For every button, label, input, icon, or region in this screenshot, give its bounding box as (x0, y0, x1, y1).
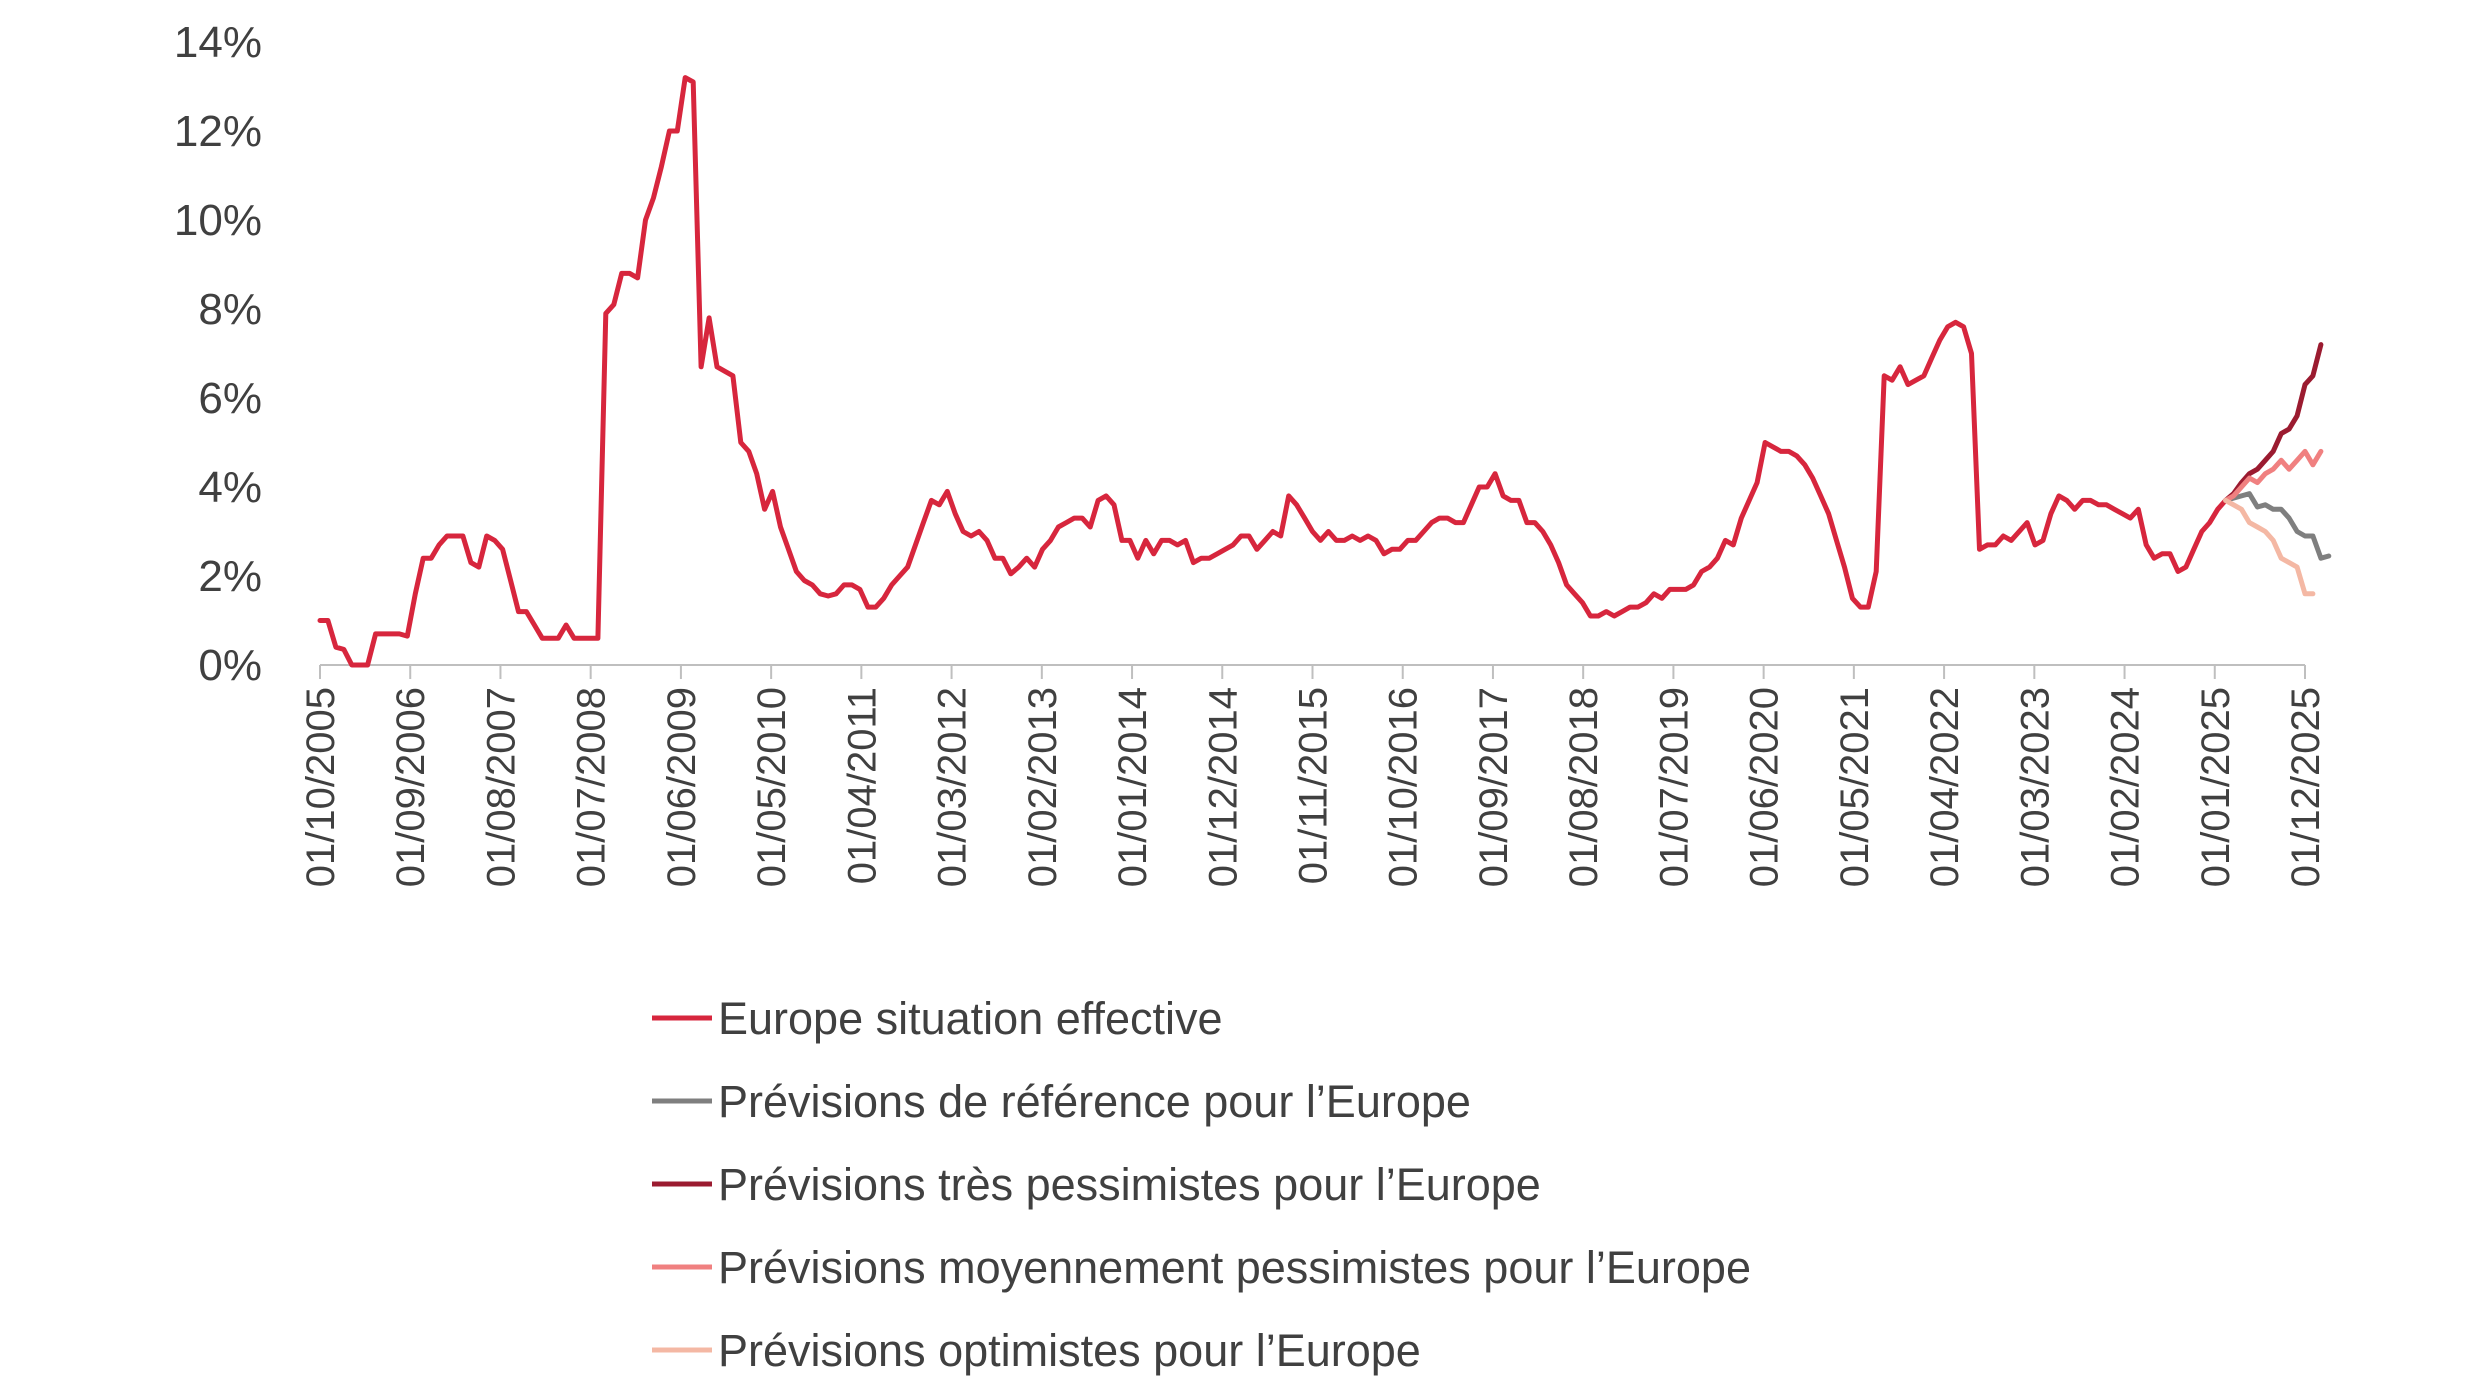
series-line-3 (2226, 345, 2321, 501)
x-tick-label: 01/09/2017 (1472, 687, 1516, 887)
x-tick-label: 01/10/2005 (299, 687, 343, 887)
legend-label: Prévisions très pessimistes pour l’Europ… (718, 1159, 1541, 1210)
x-tick-label: 01/02/2013 (1021, 687, 1065, 887)
x-tick-label: 01/05/2021 (1833, 687, 1877, 887)
y-tick-label: 6% (198, 374, 262, 423)
y-tick-label: 10% (174, 196, 262, 245)
legend-label: Europe situation effective (718, 993, 1223, 1044)
y-tick-label: 12% (174, 107, 262, 156)
x-tick-label: 01/12/2025 (2284, 687, 2328, 887)
x-tick-label: 01/04/2022 (1923, 687, 1967, 887)
x-tick-label: 01/03/2023 (2013, 687, 2057, 887)
x-axis: 01/10/2005 01/09/2006 01/08/2007 01/07/2008… (299, 665, 2328, 887)
series-line-1 (320, 78, 2226, 665)
legend-label: Prévisions moyennement pessimistes pour … (718, 1242, 1751, 1293)
x-tick-label: 01/02/2024 (2104, 687, 2148, 887)
x-tick-label: 01/06/2020 (1743, 687, 1787, 887)
y-tick-label: 8% (198, 285, 262, 334)
legend-label: Prévisions de référence pour l’Europe (718, 1076, 1471, 1127)
x-tick-label: 01/04/2011 (840, 687, 884, 884)
series-line-4 (2226, 451, 2321, 500)
x-tick-label: 01/05/2010 (750, 687, 794, 887)
x-tick-label: 01/03/2012 (931, 687, 975, 887)
x-tick-label: 01/08/2018 (1562, 687, 1606, 887)
x-tick-label: 01/11/2015 (1292, 687, 1336, 884)
y-tick-label: 14% (174, 18, 262, 67)
series-line-5 (2226, 500, 2313, 593)
x-tick-label: 01/10/2016 (1382, 687, 1426, 887)
x-tick-label: 01/01/2014 (1111, 687, 1155, 887)
x-tick-label: 01/01/2025 (2194, 687, 2238, 887)
y-tick-label: 4% (198, 463, 262, 512)
x-tick-label: 01/08/2007 (479, 687, 523, 887)
x-tick-label: 01/07/2019 (1652, 687, 1696, 887)
x-tick-label: 01/07/2008 (570, 687, 614, 887)
y-axis: 0% 2% 4% 6% 8% 10% 12% 14% (174, 18, 262, 690)
x-tick-label: 01/06/2009 (660, 687, 704, 887)
x-tick-label: 01/09/2006 (389, 687, 433, 887)
y-tick-label: 2% (198, 552, 262, 601)
legend-label: Prévisions optimistes pour l’Europe (718, 1325, 1421, 1376)
legend: Europe situation effective Prévisions de … (652, 993, 1751, 1376)
series-layer (320, 78, 2329, 665)
y-tick-label: 0% (198, 641, 262, 690)
x-tick-label: 01/12/2014 (1201, 687, 1245, 887)
